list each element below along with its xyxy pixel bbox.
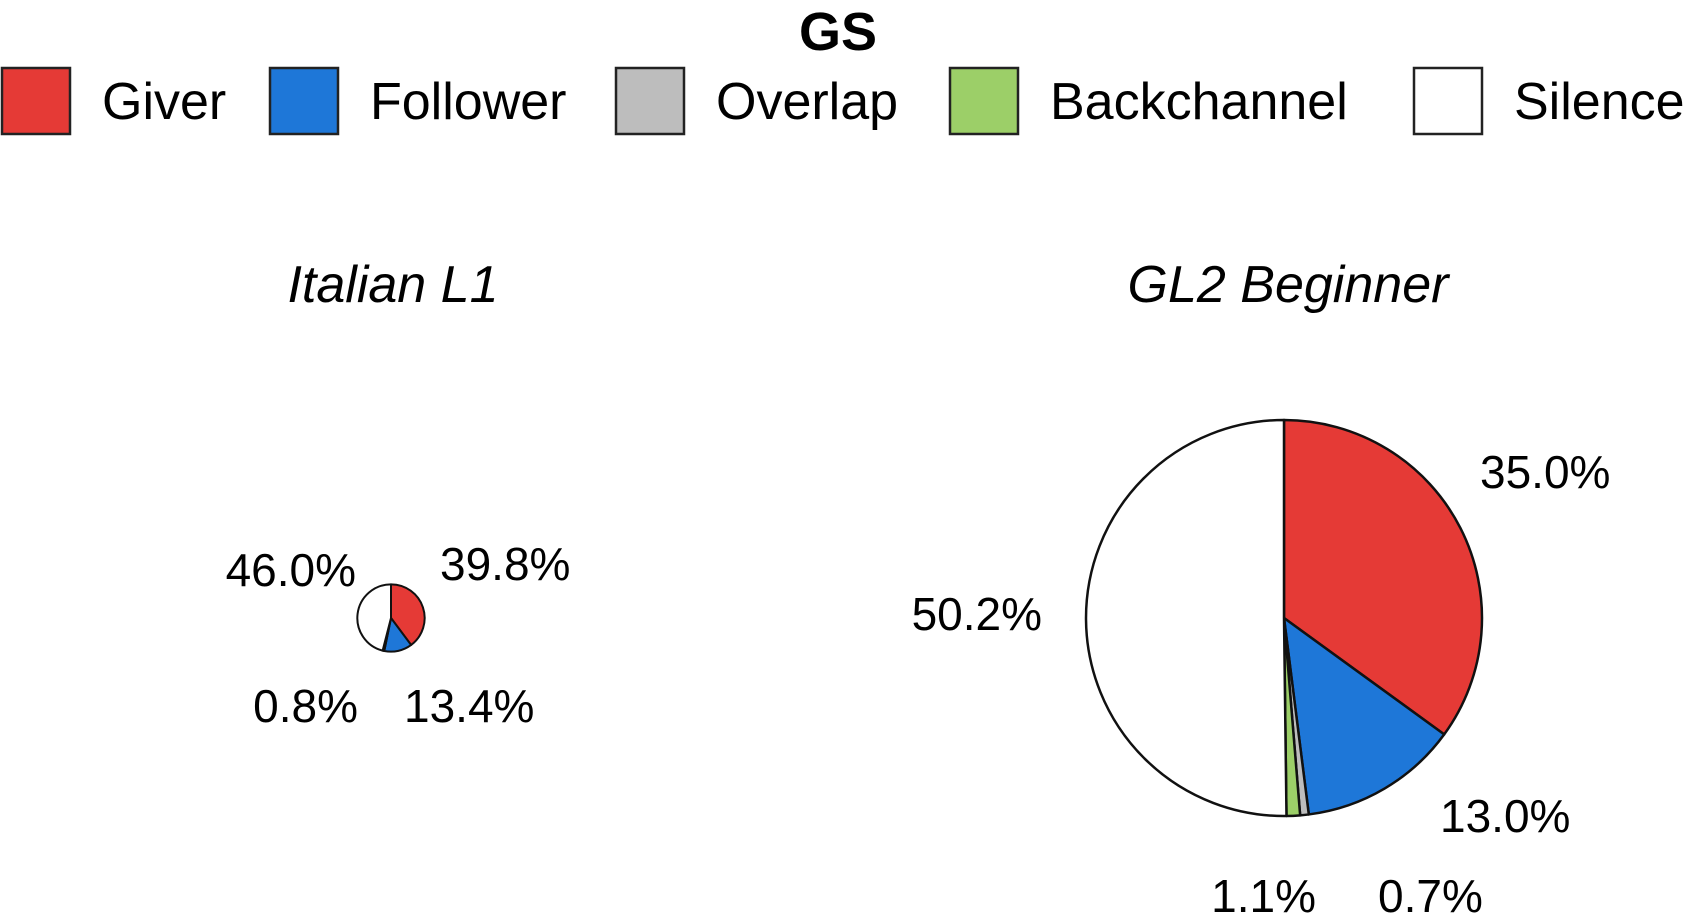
legend-label-follower: Follower <box>370 73 567 131</box>
legend-item-overlap: Overlap <box>614 66 898 136</box>
legend-item-giver: Giver <box>0 66 226 136</box>
legend-item-backchannel: Backchannel <box>948 66 1348 136</box>
legend-swatch-silence <box>1412 66 1484 136</box>
pie-label-italian-l1-backchannel: 0.8% <box>253 680 358 732</box>
pie-panel-gl2-beginner: GL2 Beginner 35.0% 13.0% 0.7% 1.1% 50.2% <box>912 256 1611 921</box>
pie-label-gl2-beginner-backchannel: 1.1% <box>1211 870 1316 916</box>
pie-label-gl2-beginner-overlap: 0.7% <box>1378 870 1483 916</box>
pie-label-gl2-beginner-giver: 35.0% <box>1480 446 1610 498</box>
pie-slice-italian-l1-giver <box>390 583 426 646</box>
legend-item-follower: Follower <box>268 66 567 136</box>
pie-label-italian-l1-giver: 39.8% <box>440 538 570 590</box>
pie-panel-italian-l1: Italian L1 39.8% 13.4% 0.8% 46.0% <box>226 256 571 732</box>
pie-title-gl2-beginner: GL2 Beginner <box>1128 256 1452 314</box>
pie-label-italian-l1-silence: 46.0% <box>226 544 356 596</box>
pie-title-italian-l1: Italian L1 <box>287 256 498 314</box>
pie-slice-gl2-beginner-silence <box>1084 418 1288 818</box>
legend-swatch-overlap <box>614 66 686 136</box>
legend-label-overlap: Overlap <box>716 73 898 131</box>
legend-label-silence: Silence <box>1514 73 1685 131</box>
pie-slice-gl2-beginner-giver <box>1282 418 1484 736</box>
legend-swatch-backchannel <box>948 66 1020 136</box>
pie-panels: Italian L1 39.8% 13.4% 0.8% 46.0% GL2 Beginne… <box>226 256 1611 921</box>
legend-item-silence: Silence <box>1412 66 1685 136</box>
legend-swatch-follower <box>268 66 340 136</box>
pie-slice-italian-l1-silence <box>356 583 392 652</box>
legend: Giver Follower Overlap Backchannel Silence <box>0 66 1685 136</box>
pie-slice-gl2-beginner-follower <box>1282 616 1446 816</box>
pie-label-italian-l1-follower: 13.4% <box>404 680 534 732</box>
chart-title: GS <box>799 2 877 62</box>
legend-swatch-giver <box>0 66 72 136</box>
pie-label-gl2-beginner-follower: 13.0% <box>1440 790 1570 842</box>
legend-label-giver: Giver <box>102 73 226 131</box>
pie-label-gl2-beginner-silence: 50.2% <box>912 588 1042 640</box>
legend-label-backchannel: Backchannel <box>1050 73 1348 131</box>
